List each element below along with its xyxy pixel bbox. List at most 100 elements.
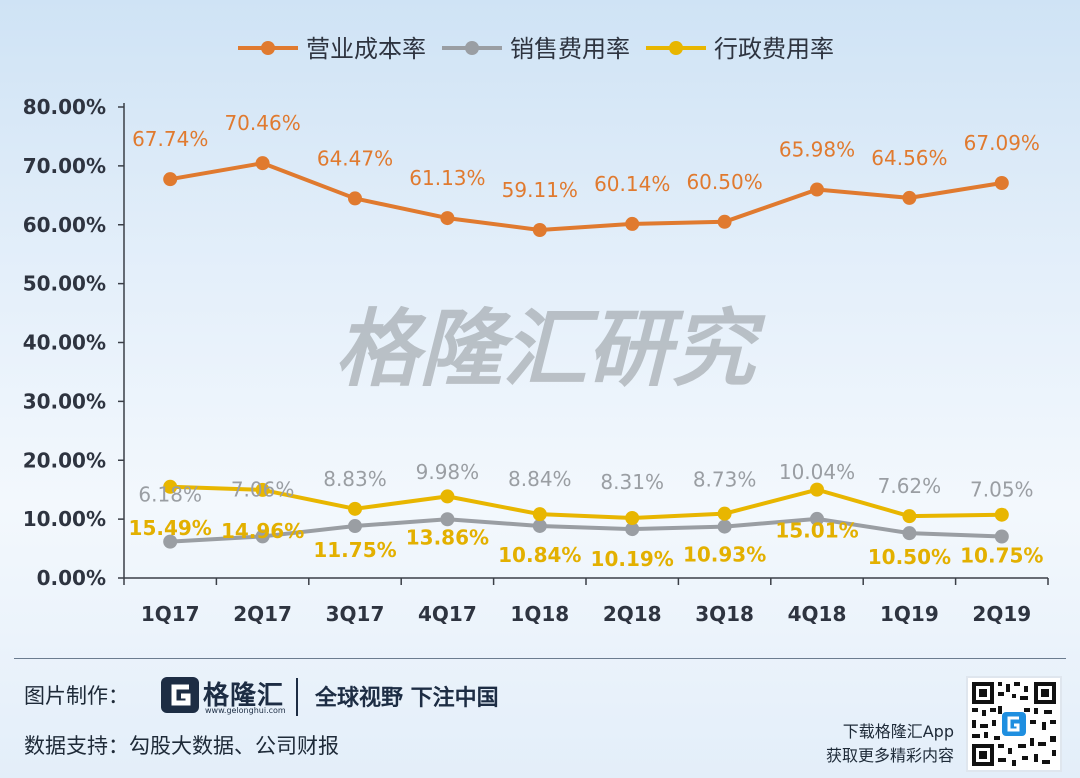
data-point (994, 507, 1009, 522)
y-tick-label: 20.00% (23, 448, 106, 472)
data-point (348, 501, 362, 516)
data-point (348, 519, 362, 534)
x-tick-label: 1Q17 (141, 602, 200, 626)
y-tick-label: 10.00% (23, 507, 106, 531)
y-tick-label: 60.00% (23, 213, 106, 237)
data-label: 15.01% (775, 519, 858, 543)
series-line (169, 161, 1003, 232)
qr-code-icon[interactable] (966, 676, 1062, 772)
data-label: 65.98% (779, 138, 855, 162)
data-label: 67.09% (964, 131, 1040, 155)
data-point (440, 489, 455, 504)
data-label: 10.93% (683, 543, 766, 567)
brand-divider (296, 678, 298, 716)
data-point (625, 511, 640, 526)
data-point (717, 519, 732, 534)
data-point (902, 190, 917, 205)
app-download-text: 下载格隆汇App (842, 722, 954, 741)
data-label: 8.31% (600, 470, 664, 494)
data-source-label: 数据支持：勾股大数据、公司财报 (24, 734, 339, 758)
footer-divider (14, 658, 1066, 659)
data-point (810, 182, 824, 197)
y-tick-label: 80.00% (23, 95, 106, 119)
data-label: 70.46% (224, 111, 300, 135)
y-tick-label: 50.00% (23, 272, 106, 296)
data-point (902, 526, 917, 541)
data-point (163, 534, 178, 549)
credit-label: 图片制作： (24, 684, 129, 708)
legend-label: 营业成本率 (306, 35, 426, 63)
data-label: 64.47% (317, 146, 393, 170)
data-label: 60.14% (594, 172, 670, 196)
data-label: 7.62% (878, 474, 942, 498)
data-point (163, 172, 178, 187)
line-chart: 格隆汇研究 0.00% 10.00% 20.00% 30.00% 40.00% 50.00%… (23, 35, 1049, 626)
watermark-text: 格隆汇研究 (335, 300, 766, 398)
gelonghui-logo-icon (161, 677, 199, 713)
data-point (532, 518, 547, 533)
data-label: 60.50% (686, 170, 762, 194)
data-label: 10.75% (960, 544, 1043, 568)
data-label: 6.18% (138, 483, 202, 507)
data-label: 7.05% (970, 477, 1034, 501)
data-point (625, 522, 640, 537)
data-point (994, 176, 1009, 191)
x-tick-label: 2Q17 (233, 602, 292, 626)
app-promo-text: 获取更多精彩内容 (825, 746, 954, 765)
data-label: 8.84% (508, 467, 572, 491)
legend-swatch-marker (261, 41, 275, 55)
legend-swatch-marker (669, 41, 683, 55)
data-label: 11.75% (313, 538, 396, 562)
data-point (717, 506, 732, 521)
data-point (163, 479, 178, 494)
data-point (255, 156, 270, 171)
data-point (255, 529, 270, 544)
data-point (810, 511, 824, 526)
data-label: 67.74% (132, 127, 208, 151)
slogan: 全球视野 下注中国 (315, 686, 499, 711)
data-point (440, 211, 455, 226)
data-label: 10.50% (868, 545, 951, 569)
series-line (170, 516, 1002, 544)
data-label: 10.04% (779, 460, 855, 484)
data-label: 8.73% (693, 468, 757, 492)
y-tick-label: 0.00% (37, 566, 106, 590)
data-point (810, 482, 824, 497)
data-point (532, 507, 547, 522)
data-point (902, 509, 917, 524)
x-tick-label: 1Q18 (510, 602, 569, 626)
series-line (170, 484, 1002, 521)
legend-label: 销售费用率 (510, 35, 630, 63)
y-tick-label: 70.00% (23, 154, 106, 178)
data-label: 64.56% (871, 146, 947, 170)
y-tick-label: 30.00% (23, 389, 106, 413)
data-point (532, 222, 547, 237)
data-point (348, 191, 362, 206)
data-label: 14.96% (221, 519, 304, 543)
x-tick-label: 4Q18 (788, 602, 847, 626)
data-label: 8.83% (323, 467, 387, 491)
brand-name: 格隆汇 (203, 681, 285, 711)
data-label: 7.06% (231, 477, 295, 501)
x-tick-label: 3Q17 (326, 602, 385, 626)
data-label: 15.49% (129, 516, 212, 540)
data-label: 10.84% (498, 543, 581, 567)
data-label: 13.86% (406, 525, 489, 549)
data-label: 61.13% (409, 166, 485, 190)
data-point (440, 512, 455, 527)
data-point (625, 216, 640, 231)
data-label: 59.11% (502, 178, 578, 202)
x-tick-label: 3Q18 (695, 602, 754, 626)
data-point (255, 482, 270, 497)
data-label: 10.19% (591, 547, 674, 571)
legend-swatch-marker (465, 41, 479, 55)
x-tick-label: 1Q19 (880, 602, 939, 626)
data-label: 9.98% (416, 460, 480, 484)
x-tick-label: 4Q17 (418, 602, 477, 626)
brand-url: www.gelonghui.com (205, 706, 286, 715)
x-tick-label: 2Q18 (603, 602, 662, 626)
legend-label: 行政费用率 (714, 35, 834, 63)
y-tick-label: 40.00% (23, 331, 106, 355)
data-point (717, 214, 732, 229)
data-point (994, 529, 1009, 544)
